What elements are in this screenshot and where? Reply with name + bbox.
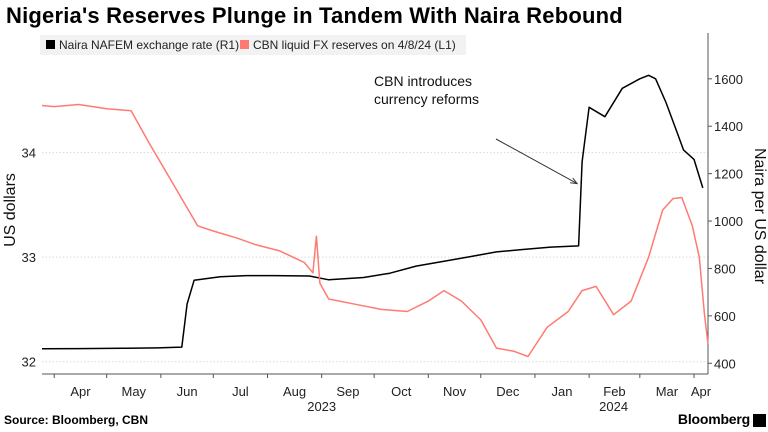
legend-label-reserves: CBN liquid FX reserves on 4/8/24 (L1): [253, 38, 456, 52]
fx-reserves-line: [41, 103, 709, 358]
left-tick-label: 34: [22, 146, 36, 161]
x-tick-label: Aug: [283, 384, 306, 399]
right-axis-title: Naira per US dollar: [751, 148, 768, 285]
x-tick-label: Dec: [496, 384, 520, 399]
bloomberg-square-icon: [753, 414, 766, 427]
source-note: Source: Bloomberg, CBN: [4, 413, 149, 427]
x-tick-label: Apr: [70, 384, 91, 399]
chart-title: Nigeria's Reserves Plunge in Tandem With…: [6, 3, 623, 28]
x-year-label: 2024: [599, 399, 628, 414]
x-tick-label: Feb: [603, 384, 625, 399]
right-tick-label: 800: [714, 261, 736, 276]
x-tick-label: Jul: [232, 384, 249, 399]
right-tick-label: 400: [714, 356, 736, 371]
x-tick-label: Oct: [391, 384, 412, 399]
annotation-text: currency reforms: [374, 91, 479, 107]
legend-swatch-reserves: [240, 40, 249, 49]
legend-label-naira: Naira NAFEM exchange rate (R1): [59, 38, 239, 52]
legend-box: [40, 35, 466, 55]
x-tick-label: Jun: [177, 384, 198, 399]
x-tick-label: Apr: [691, 384, 712, 399]
x-tick-label: Jan: [552, 384, 573, 399]
left-tick-label: 32: [22, 355, 36, 370]
annotation-arrowhead: [570, 177, 579, 185]
annotation-text: CBN introduces: [374, 73, 472, 89]
left-tick-label: 33: [22, 250, 36, 265]
x-year-label: 2023: [307, 399, 336, 414]
left-axis-title: US dollars: [2, 173, 19, 247]
right-tick-label: 1400: [714, 119, 743, 134]
brand-logo-text: Bloomberg: [677, 411, 750, 427]
right-tick-label: 1200: [714, 167, 743, 182]
right-tick-label: 1000: [714, 214, 743, 229]
right-tick-label: 600: [714, 309, 736, 324]
x-tick-label: Nov: [443, 384, 467, 399]
annotation-arrow-line: [495, 138, 578, 184]
naira-exchange-rate-line: [41, 74, 704, 350]
x-tick-label: Mar: [656, 384, 679, 399]
x-tick-label: May: [121, 384, 146, 399]
x-tick-label: Sep: [336, 384, 359, 399]
legend-swatch-naira: [46, 40, 55, 49]
right-tick-label: 1600: [714, 72, 743, 87]
